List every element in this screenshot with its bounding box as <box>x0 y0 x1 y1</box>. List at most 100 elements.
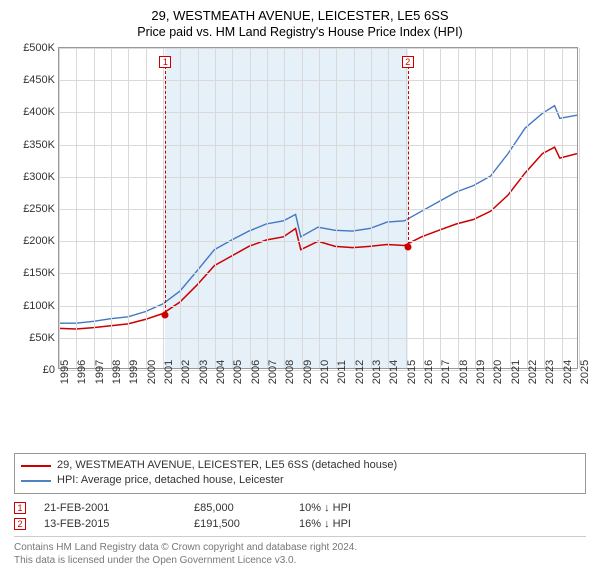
plot-wrap: £0£50K£100K£150K£200K£250K£300K£350K£400… <box>14 47 586 409</box>
legend-swatch <box>21 480 51 482</box>
legend-label: HPI: Average price, detached house, Leic… <box>57 473 284 488</box>
x-tick-label: 2018 <box>458 360 470 384</box>
sale-row: 2 13-FEB-2015£191,50016% ↓ HPI <box>14 516 586 532</box>
x-tick-label: 2004 <box>215 360 227 384</box>
gridline-h <box>59 48 577 49</box>
y-tick-label: £150K <box>23 267 55 279</box>
legend-swatch <box>21 465 51 467</box>
legend-row: 29, WESTMEATH AVENUE, LEICESTER, LE5 6SS… <box>21 458 579 473</box>
gridline-v <box>180 48 181 368</box>
sale-price: £85,000 <box>194 502 299 514</box>
footer-line1: Contains HM Land Registry data © Crown c… <box>14 541 586 554</box>
sale-row-marker: 1 <box>14 502 26 514</box>
sale-date: 21-FEB-2001 <box>44 502 194 514</box>
gridline-h <box>59 145 577 146</box>
sale-date: 13-FEB-2015 <box>44 518 194 530</box>
gridline-v <box>198 48 199 368</box>
gridline-v <box>302 48 303 368</box>
gridline-h <box>59 112 577 113</box>
x-tick-label: 1999 <box>128 360 140 384</box>
x-tick-label: 2014 <box>388 360 400 384</box>
x-tick-label: 2017 <box>440 360 452 384</box>
gridline-v <box>492 48 493 368</box>
gridline-v <box>440 48 441 368</box>
gridline-v <box>336 48 337 368</box>
footer-line2: This data is licensed under the Open Gov… <box>14 554 586 567</box>
y-tick-label: £300K <box>23 171 55 183</box>
y-tick-label: £250K <box>23 203 55 215</box>
gridline-v <box>146 48 147 368</box>
x-tick-label: 2021 <box>510 360 522 384</box>
sale-diff: 10% ↓ HPI <box>299 502 419 514</box>
gridline-v <box>59 48 60 368</box>
x-tick-label: 2010 <box>319 360 331 384</box>
x-tick-label: 2016 <box>423 360 435 384</box>
x-tick-label: 2002 <box>180 360 192 384</box>
gridline-v <box>128 48 129 368</box>
x-tick-label: 2011 <box>336 360 348 384</box>
sale-marker-dot <box>162 312 169 319</box>
y-tick-label: £500K <box>23 42 55 54</box>
x-tick-label: 2015 <box>406 360 418 384</box>
gridline-v <box>354 48 355 368</box>
gridline-v <box>475 48 476 368</box>
chart-container: 29, WESTMEATH AVENUE, LEICESTER, LE5 6SS… <box>0 0 600 560</box>
line-layer <box>59 48 577 368</box>
sale-guide <box>165 66 166 313</box>
gridline-h <box>59 306 577 307</box>
sale-row: 1 21-FEB-2001£85,00010% ↓ HPI <box>14 500 586 516</box>
gridline-v <box>319 48 320 368</box>
gridline-v <box>76 48 77 368</box>
gridline-h <box>59 177 577 178</box>
y-tick-label: £200K <box>23 235 55 247</box>
gridline-v <box>388 48 389 368</box>
x-tick-label: 2019 <box>475 360 487 384</box>
gridline-v <box>250 48 251 368</box>
sale-price: £191,500 <box>194 518 299 530</box>
y-tick-label: £0 <box>43 364 55 376</box>
x-tick-label: 1995 <box>59 360 71 384</box>
sales-table: 1 21-FEB-2001£85,00010% ↓ HPI 2 13-FEB-2015… <box>14 500 586 532</box>
gridline-h <box>59 80 577 81</box>
gridline-v <box>579 48 580 368</box>
x-tick-label: 2025 <box>579 360 591 384</box>
gridline-v <box>371 48 372 368</box>
sale-row-marker: 2 <box>14 518 26 530</box>
legend-label: 29, WESTMEATH AVENUE, LEICESTER, LE5 6SS… <box>57 458 397 473</box>
x-tick-label: 2022 <box>527 360 539 384</box>
gridline-v <box>423 48 424 368</box>
x-tick-label: 2024 <box>562 360 574 384</box>
x-tick-label: 2003 <box>198 360 210 384</box>
gridline-v <box>111 48 112 368</box>
x-tick-label: 1997 <box>94 360 106 384</box>
x-tick-label: 2020 <box>492 360 504 384</box>
gridline-h <box>59 241 577 242</box>
gridline-h <box>59 209 577 210</box>
chart-subtitle: Price paid vs. HM Land Registry's House … <box>14 25 586 39</box>
gridline-h <box>59 273 577 274</box>
sale-marker-box: 1 <box>159 56 171 68</box>
x-tick-label: 2009 <box>302 360 314 384</box>
x-tick-label: 2007 <box>267 360 279 384</box>
plot-area: £0£50K£100K£150K£200K£250K£300K£350K£400… <box>58 47 578 369</box>
gridline-v <box>406 48 407 368</box>
gridline-v <box>527 48 528 368</box>
gridline-v <box>510 48 511 368</box>
y-tick-label: £450K <box>23 74 55 86</box>
footer-note: Contains HM Land Registry data © Crown c… <box>14 536 586 571</box>
x-tick-label: 2008 <box>284 360 296 384</box>
title-block: 29, WESTMEATH AVENUE, LEICESTER, LE5 6SS… <box>14 8 586 39</box>
x-tick-label: 1996 <box>76 360 88 384</box>
x-tick-label: 2005 <box>232 360 244 384</box>
x-tick-label: 2000 <box>146 360 158 384</box>
gridline-v <box>267 48 268 368</box>
y-tick-label: £400K <box>23 106 55 118</box>
gridline-v <box>284 48 285 368</box>
legend: 29, WESTMEATH AVENUE, LEICESTER, LE5 6SS… <box>14 453 586 494</box>
x-tick-label: 2001 <box>163 360 175 384</box>
gridline-v <box>562 48 563 368</box>
series-property <box>59 147 577 329</box>
gridline-v <box>215 48 216 368</box>
sale-diff: 16% ↓ HPI <box>299 518 419 530</box>
x-tick-label: 2023 <box>544 360 556 384</box>
